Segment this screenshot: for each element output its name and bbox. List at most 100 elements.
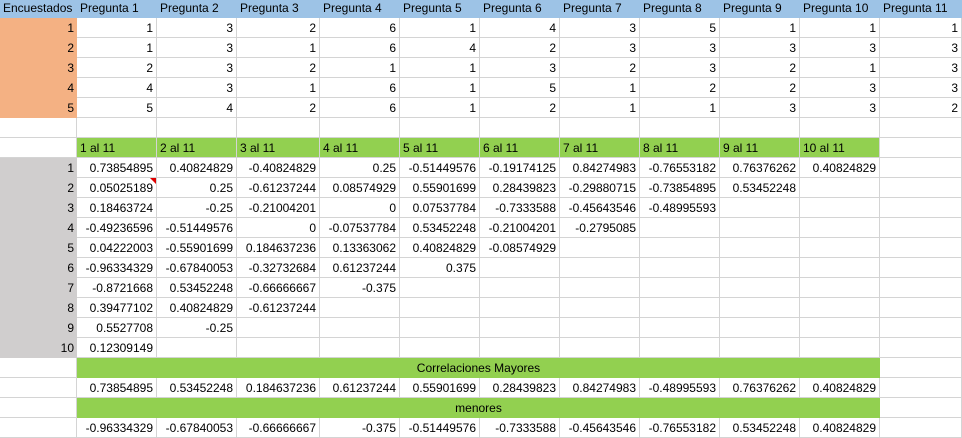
mayores-value-cell[interactable]: 0.76376262	[720, 378, 800, 398]
correlation-value-cell[interactable]	[720, 338, 800, 358]
menores-value-cell[interactable]: -0.96334329	[77, 418, 157, 438]
correlation-value-cell[interactable]: 0.53452248	[400, 218, 480, 238]
correlation-value-cell[interactable]: -0.61237244	[237, 298, 320, 318]
empty-cell[interactable]	[320, 118, 400, 138]
empty-cell[interactable]	[0, 138, 77, 158]
correlation-value-cell[interactable]: -0.8721668	[77, 278, 157, 298]
data-cell[interactable]: 3	[880, 78, 962, 98]
data-cell[interactable]: 6	[320, 78, 400, 98]
correlation-value-cell[interactable]	[640, 298, 720, 318]
correlation-value-cell[interactable]: 0.53452248	[157, 278, 237, 298]
data-cell[interactable]: 6	[320, 98, 400, 118]
menores-value-cell[interactable]: -0.67840053	[157, 418, 237, 438]
correlation-value-cell[interactable]: 0.28439823	[480, 178, 560, 198]
correlation-value-cell[interactable]: 0.39477102	[77, 298, 157, 318]
correlation-value-cell[interactable]: 0.13363062	[320, 238, 400, 258]
correlation-value-cell[interactable]: -0.08574929	[480, 238, 560, 258]
empty-cell[interactable]	[0, 358, 77, 378]
data-cell[interactable]: 3	[157, 58, 237, 78]
empty-cell[interactable]	[880, 238, 962, 258]
menores-value-cell[interactable]: -0.7333588	[480, 418, 560, 438]
respondent-id-cell[interactable]: 3	[0, 58, 77, 78]
empty-cell[interactable]	[0, 418, 77, 438]
correlation-index-cell[interactable]: 10	[0, 338, 77, 358]
header-cell-pregunta[interactable]: Pregunta 7	[560, 0, 640, 18]
mayores-value-cell[interactable]: 0.73854895	[77, 378, 157, 398]
empty-cell[interactable]	[880, 218, 962, 238]
correlation-value-cell[interactable]: -0.32732684	[237, 258, 320, 278]
menores-value-cell[interactable]: -0.45643546	[560, 418, 640, 438]
correlation-value-cell[interactable]: -0.7333588	[480, 198, 560, 218]
data-cell[interactable]: 5	[77, 98, 157, 118]
empty-cell[interactable]	[880, 398, 962, 418]
data-cell[interactable]: 3	[800, 38, 880, 58]
correlation-value-cell[interactable]: 0.25	[320, 158, 400, 178]
header-cell-pregunta[interactable]: Pregunta 9	[720, 0, 800, 18]
correlation-value-cell[interactable]	[640, 338, 720, 358]
correlation-value-cell[interactable]	[480, 298, 560, 318]
correlation-value-cell[interactable]: 0.73854895	[77, 158, 157, 178]
correlation-header-cell[interactable]: 2 al 11	[157, 138, 237, 158]
correlation-value-cell[interactable]	[800, 258, 880, 278]
menores-value-cell[interactable]: -0.51449576	[400, 418, 480, 438]
header-cell-pregunta[interactable]: Pregunta 1	[77, 0, 157, 18]
data-cell[interactable]: 1	[800, 58, 880, 78]
correlation-value-cell[interactable]	[560, 298, 640, 318]
data-cell[interactable]: 4	[480, 18, 560, 38]
correlation-value-cell[interactable]: 0.61237244	[320, 258, 400, 278]
correlation-value-cell[interactable]: 0.53452248	[720, 178, 800, 198]
correlation-value-cell[interactable]	[640, 258, 720, 278]
correlation-value-cell[interactable]: 0.184637236	[237, 238, 320, 258]
menores-value-cell[interactable]: -0.66666667	[237, 418, 320, 438]
correlation-value-cell[interactable]	[720, 218, 800, 238]
header-cell-pregunta[interactable]: Pregunta 8	[640, 0, 720, 18]
data-cell[interactable]: 1	[400, 98, 480, 118]
data-cell[interactable]: 2	[237, 58, 320, 78]
correlation-index-cell[interactable]: 2	[0, 178, 77, 198]
correlation-value-cell[interactable]: 0	[320, 198, 400, 218]
correlation-index-cell[interactable]: 4	[0, 218, 77, 238]
correlation-value-cell[interactable]	[640, 318, 720, 338]
data-cell[interactable]: 1	[320, 58, 400, 78]
data-cell[interactable]: 1	[400, 78, 480, 98]
correlation-value-cell[interactable]: 0.08574929	[320, 178, 400, 198]
respondent-id-cell[interactable]: 4	[0, 78, 77, 98]
correlation-value-cell[interactable]: -0.76553182	[640, 158, 720, 178]
mayores-value-cell[interactable]: 0.84274983	[560, 378, 640, 398]
correlation-value-cell[interactable]	[800, 178, 880, 198]
header-cell-pregunta[interactable]: Pregunta 2	[157, 0, 237, 18]
correlation-value-cell[interactable]: 0.40824829	[157, 298, 237, 318]
correlation-value-cell[interactable]	[720, 198, 800, 218]
data-cell[interactable]: 1	[800, 18, 880, 38]
correlation-value-cell[interactable]: 0	[237, 218, 320, 238]
data-cell[interactable]: 3	[640, 58, 720, 78]
correlation-value-cell[interactable]: 0.40824829	[800, 158, 880, 178]
mayores-value-cell[interactable]: 0.184637236	[237, 378, 320, 398]
correlation-index-cell[interactable]: 3	[0, 198, 77, 218]
correlation-value-cell[interactable]	[800, 278, 880, 298]
empty-cell[interactable]	[880, 138, 962, 158]
empty-cell[interactable]	[720, 118, 800, 138]
header-cell-encuestados[interactable]: Encuestados	[0, 0, 77, 18]
correlation-value-cell[interactable]: 0.76376262	[720, 158, 800, 178]
correlation-value-cell[interactable]: -0.19174125	[480, 158, 560, 178]
correlation-value-cell[interactable]	[640, 278, 720, 298]
data-cell[interactable]: 3	[880, 38, 962, 58]
empty-cell[interactable]	[880, 298, 962, 318]
correlation-value-cell[interactable]: -0.61237244	[237, 178, 320, 198]
correlation-value-cell[interactable]	[480, 258, 560, 278]
correlation-value-cell[interactable]: 0.05025189	[77, 178, 157, 198]
correlation-value-cell[interactable]	[560, 318, 640, 338]
mayores-value-cell[interactable]: 0.55901699	[400, 378, 480, 398]
mayores-value-cell[interactable]: 0.40824829	[800, 378, 880, 398]
mayores-title-cell[interactable]: Correlaciones Mayores	[77, 358, 880, 378]
correlation-value-cell[interactable]: -0.07537784	[320, 218, 400, 238]
data-cell[interactable]: 3	[880, 58, 962, 78]
correlation-value-cell[interactable]	[320, 318, 400, 338]
data-cell[interactable]: 5	[640, 18, 720, 38]
data-cell[interactable]: 1	[237, 38, 320, 58]
data-cell[interactable]: 2	[480, 98, 560, 118]
menores-value-cell[interactable]: -0.375	[320, 418, 400, 438]
empty-cell[interactable]	[640, 118, 720, 138]
correlation-value-cell[interactable]	[800, 318, 880, 338]
